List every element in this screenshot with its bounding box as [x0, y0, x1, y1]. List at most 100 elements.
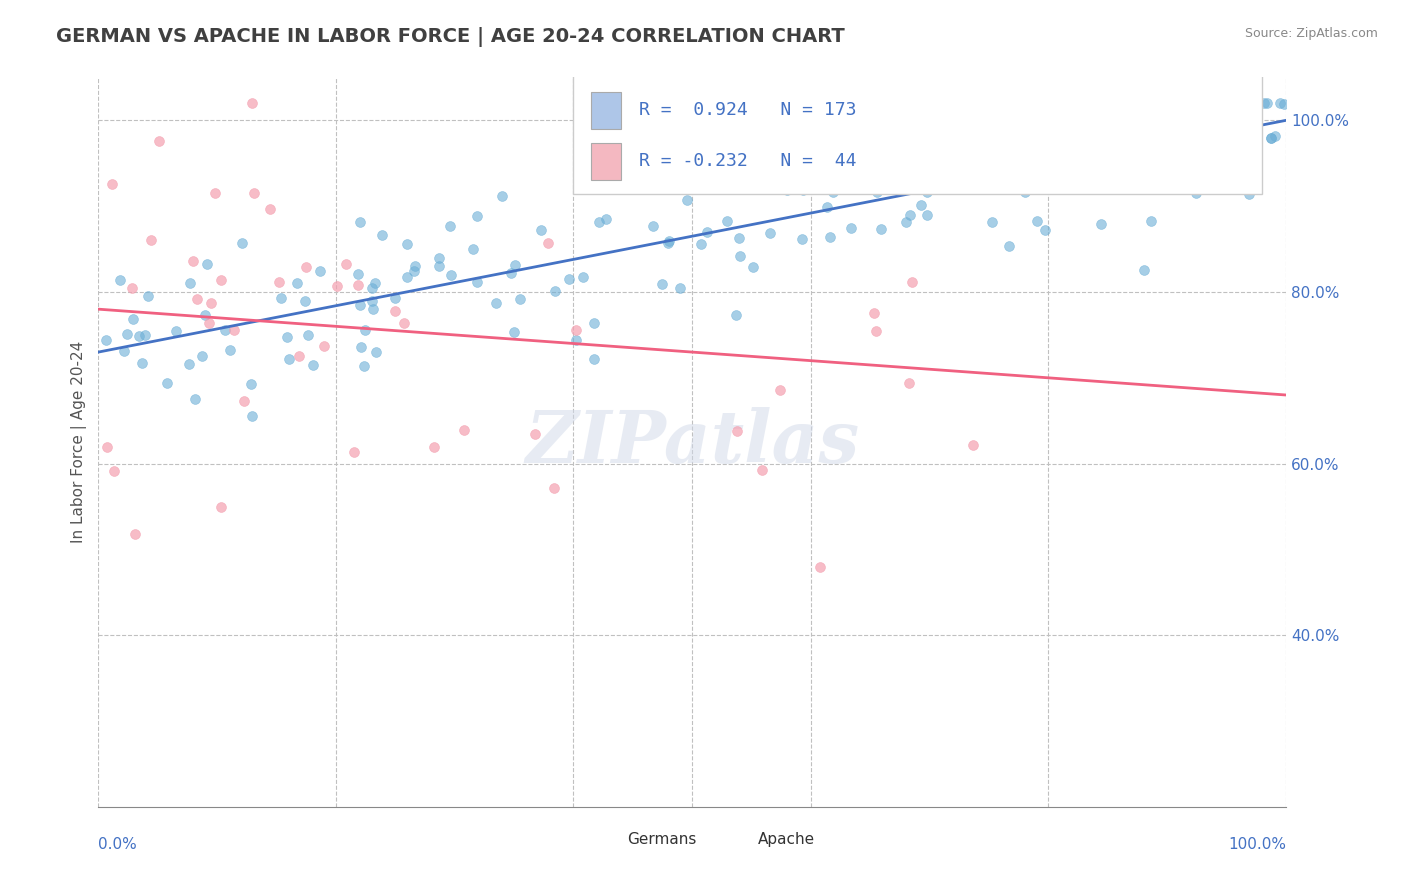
Point [1185, 186, 1208, 201]
Point [395, 270, 418, 285]
Point [808, 559, 831, 574]
Point [901, 275, 924, 289]
Point [696, 225, 718, 239]
Point [1067, 108, 1090, 122]
Point [218, 343, 240, 358]
Point [148, 134, 170, 148]
Point [439, 219, 461, 234]
Point [831, 161, 853, 176]
Point [285, 276, 308, 290]
Point [112, 344, 135, 359]
Point [987, 180, 1010, 194]
Point [863, 306, 886, 320]
Point [1133, 263, 1156, 277]
Point [1097, 96, 1119, 111]
Point [224, 323, 246, 337]
Point [461, 242, 484, 256]
Point [792, 183, 814, 197]
Point [821, 185, 844, 199]
Point [530, 222, 553, 236]
Point [523, 426, 546, 441]
Point [453, 424, 475, 438]
Point [1076, 114, 1098, 128]
Point [240, 409, 263, 424]
Point [869, 103, 891, 118]
Text: 100.0%: 100.0% [1227, 837, 1286, 852]
Point [962, 438, 984, 452]
Point [820, 172, 842, 186]
Point [1111, 124, 1133, 138]
Point [343, 445, 366, 459]
Text: ZIPatlas: ZIPatlas [524, 407, 859, 478]
Point [1209, 123, 1232, 137]
Point [1264, 129, 1286, 144]
Point [350, 340, 373, 354]
Point [427, 260, 450, 274]
Point [198, 316, 221, 330]
Point [741, 260, 763, 275]
Point [1035, 223, 1057, 237]
Text: R =  0.924   N = 173: R = 0.924 N = 173 [638, 102, 856, 120]
Point [259, 202, 281, 217]
Point [440, 268, 463, 282]
Point [384, 303, 406, 318]
Point [668, 281, 690, 295]
Point [1268, 96, 1291, 111]
Point [1126, 96, 1149, 111]
Text: Germans: Germans [627, 832, 696, 847]
Point [657, 235, 679, 250]
Point [716, 213, 738, 227]
Point [363, 301, 385, 316]
Point [295, 260, 318, 274]
Point [690, 237, 713, 252]
Point [910, 198, 932, 212]
Point [361, 281, 384, 295]
Point [394, 317, 416, 331]
Point [209, 500, 232, 515]
Point [914, 161, 936, 176]
Point [139, 233, 162, 247]
Point [1215, 96, 1237, 111]
Point [981, 214, 1004, 228]
Point [353, 359, 375, 373]
Point [312, 339, 335, 353]
Point [1121, 167, 1143, 181]
Point [865, 185, 887, 199]
Point [583, 352, 606, 367]
Point [894, 215, 917, 229]
Point [243, 186, 266, 200]
Point [186, 292, 208, 306]
FancyBboxPatch shape [598, 829, 619, 851]
FancyBboxPatch shape [591, 92, 621, 128]
Point [543, 481, 565, 495]
Point [131, 356, 153, 370]
Point [138, 289, 160, 303]
Point [465, 275, 488, 289]
Point [103, 464, 125, 478]
Point [1239, 187, 1261, 202]
Point [898, 207, 921, 221]
Point [121, 280, 143, 294]
Point [287, 349, 309, 363]
Point [583, 316, 606, 330]
Point [301, 358, 323, 372]
Point [1130, 157, 1153, 171]
Point [276, 330, 298, 344]
Point [1272, 97, 1295, 112]
Point [759, 226, 782, 240]
FancyBboxPatch shape [591, 143, 621, 179]
Point [1240, 138, 1263, 153]
Point [1129, 119, 1152, 133]
Point [818, 230, 841, 244]
Point [1122, 172, 1144, 186]
Point [1202, 112, 1225, 127]
Point [179, 276, 201, 290]
Point [1143, 154, 1166, 169]
Point [270, 291, 292, 305]
Point [96, 440, 118, 454]
Point [1111, 128, 1133, 143]
Point [658, 234, 681, 248]
Point [204, 186, 226, 200]
Point [544, 284, 567, 298]
Point [364, 344, 387, 359]
